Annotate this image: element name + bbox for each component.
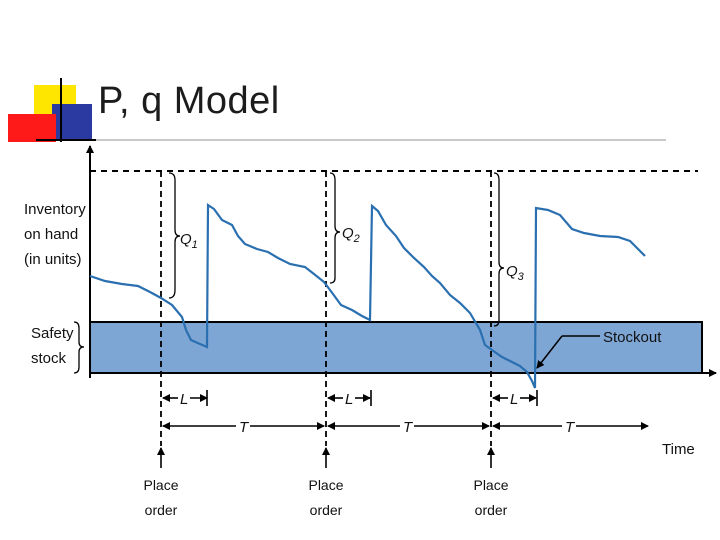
q2-label: Q2 <box>342 225 360 245</box>
y-label-line-3: (in units) <box>24 251 82 268</box>
title-underline-accent <box>36 139 96 141</box>
place-order-2-line-2: order <box>310 502 343 518</box>
q3-label: Q3 <box>506 263 525 283</box>
decor-red-bar <box>8 114 56 142</box>
lead-time-label-3: L <box>510 391 518 408</box>
q3-bracket <box>493 172 505 327</box>
stockout-pointer <box>536 335 563 369</box>
lead-time-arrows <box>162 390 538 406</box>
place-order-arrows <box>157 447 495 468</box>
decor-vertical-line <box>60 78 62 142</box>
place-order-3-line-2: order <box>475 502 508 518</box>
period-label-2: T <box>403 419 414 436</box>
y-label-line-1: Inventory <box>24 201 86 218</box>
stockout-label: Stockout <box>603 329 662 346</box>
safety-label-line-1: Safety <box>31 325 74 342</box>
lead-time-label-2: L <box>345 391 353 408</box>
q1-label: Q1 <box>180 231 198 251</box>
lead-time-label-1: L <box>180 391 188 408</box>
safety-stock-band <box>89 321 703 374</box>
title-underline <box>36 139 666 141</box>
q1-bracket <box>168 172 181 299</box>
place-order-1-line-1: Place <box>143 477 178 493</box>
place-order-3-line-1: Place <box>473 477 508 493</box>
place-order-2-line-1: Place <box>308 477 343 493</box>
decor-navy-square <box>52 104 92 140</box>
inventory-curve <box>89 202 646 389</box>
period-label-1: T <box>239 419 250 436</box>
safety-label-line-2: stock <box>31 350 67 367</box>
safety-stock-bracket <box>73 321 85 374</box>
place-order-1-line-2: order <box>145 502 178 518</box>
y-label-line-2: on hand <box>24 226 78 243</box>
time-label: Time <box>662 441 695 458</box>
slide-title: P, q Model <box>98 80 280 122</box>
period-label-3: T <box>565 419 576 436</box>
q2-bracket <box>329 172 341 284</box>
